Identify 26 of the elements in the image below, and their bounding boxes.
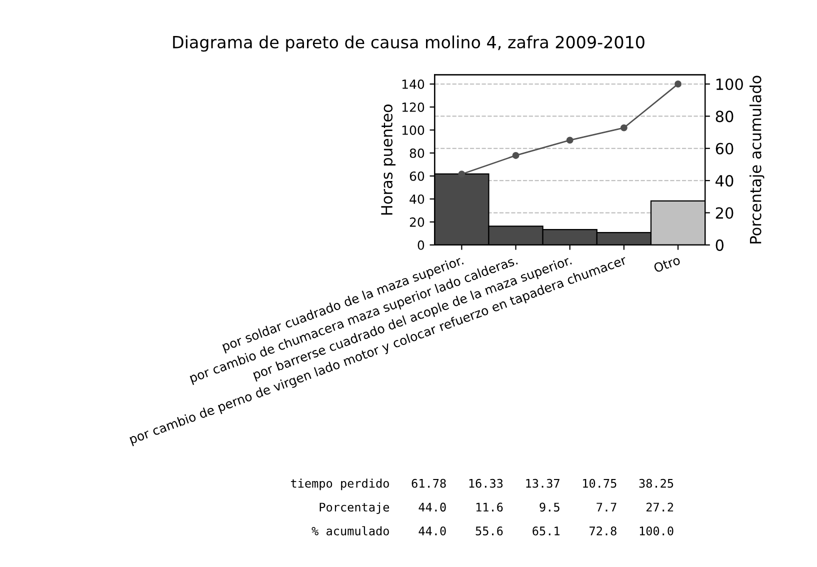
chart-title: Diagrama de pareto de causa molino 4, zafra 2009-2010: [173, 36, 644, 52]
y-tick-label: 120: [402, 102, 424, 112]
y2-tick-label: 60: [716, 142, 734, 154]
text: Porcentaje 44.0 11.6 9.5 7.7 27.2: [320, 502, 674, 514]
y2-tick-label: 80: [716, 110, 734, 122]
y-tick-label: 0: [418, 240, 424, 250]
y-tick-label: 40: [410, 194, 424, 204]
y-tick-label: 80: [410, 148, 424, 158]
y2-tick-label: 0: [716, 239, 724, 251]
y2-tick-label: 20: [716, 207, 734, 219]
point: [566, 136, 574, 144]
x-tick-label: Otro: [653, 255, 681, 273]
y-axis-title: Horas puenteo: [381, 104, 396, 215]
y2-tick-label: 100: [716, 78, 743, 90]
point: [458, 170, 466, 178]
y-tick-label: 100: [402, 125, 424, 135]
y-tick-label: 20: [410, 217, 424, 227]
text: % acumulado 44.0 55.6 65.1 72.8 100.0: [312, 526, 674, 536]
y2-axis-title: Porcentaje acumulado: [750, 76, 764, 244]
y-tick-label: 140: [402, 80, 424, 89]
point: [620, 124, 628, 132]
y2-tick-label: 40: [716, 175, 734, 187]
point: [512, 152, 520, 159]
y-tick-label: 60: [410, 171, 424, 181]
text: tiempo perdido 61.78 16.33 13.37 10.75 38.25: [290, 478, 674, 490]
point: [674, 80, 682, 88]
